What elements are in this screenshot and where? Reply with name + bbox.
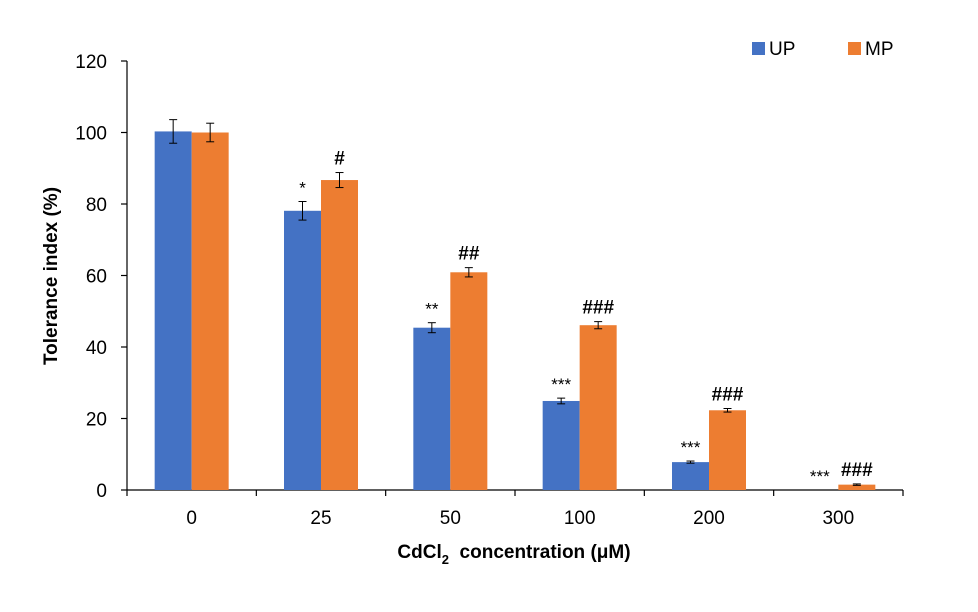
legend-label-up: UP: [769, 39, 795, 60]
x-tick-label: 25: [310, 508, 331, 529]
significance-label-mp: ###: [712, 384, 744, 405]
y-axis-title: Tolerance index (%): [41, 187, 62, 365]
significance-label-mp: ###: [582, 298, 614, 319]
bar-mp: [321, 180, 358, 491]
legend-label-mp: MP: [865, 39, 894, 60]
bar-up: [413, 327, 451, 490]
bar-mp: [709, 410, 746, 490]
x-tick-label: 300: [822, 508, 854, 529]
y-tick-label: 20: [86, 410, 107, 431]
y-tick-label: 80: [86, 195, 107, 216]
y-tick-label: 60: [86, 267, 107, 288]
significance-label-up: **: [425, 300, 439, 319]
significance-label-up: ***: [551, 375, 571, 394]
x-tick-label: 0: [186, 508, 197, 529]
bar-mp: [838, 484, 876, 490]
x-tick-label: 200: [693, 508, 725, 529]
x-tick-label: 50: [440, 508, 461, 529]
legend: UP MP: [752, 39, 894, 60]
bars: [154, 131, 876, 491]
bar-up: [284, 210, 321, 491]
bar-mp: [450, 272, 488, 490]
bar-up: [542, 400, 580, 490]
bar-mp: [579, 325, 617, 490]
x-axis-title: CdCl2 concentration (μM): [397, 542, 630, 567]
x-tick-label: 100: [564, 508, 596, 529]
bar-mp: [191, 132, 229, 490]
x-axis-title-subscript: 2: [442, 552, 449, 567]
legend-swatch-up: [752, 42, 765, 55]
significance-label-up: ***: [681, 438, 701, 457]
y-tick-label: 100: [75, 124, 107, 145]
y-tick-label: 40: [86, 338, 107, 359]
significance-label-up: ***: [810, 467, 830, 486]
y-tick-label: 0: [96, 481, 107, 502]
significance-label-up: *: [299, 178, 306, 197]
y-tick-label: 120: [75, 52, 107, 73]
bar-up: [672, 462, 709, 490]
bar-up: [154, 131, 192, 491]
x-axis-title-part: CdCl: [397, 542, 441, 563]
significance-label-mp: ###: [841, 460, 873, 481]
x-axis-title-part: concentration (μM): [449, 542, 631, 563]
significance-label-mp: #: [334, 149, 345, 170]
axes: 0 20 40 60 80 100 120 0 25 50 100 200 300: [75, 52, 904, 529]
significance-annotations: ************############: [299, 149, 873, 486]
error-bars: [169, 119, 861, 486]
legend-swatch-mp: [848, 42, 861, 55]
significance-label-mp: ##: [458, 244, 480, 265]
